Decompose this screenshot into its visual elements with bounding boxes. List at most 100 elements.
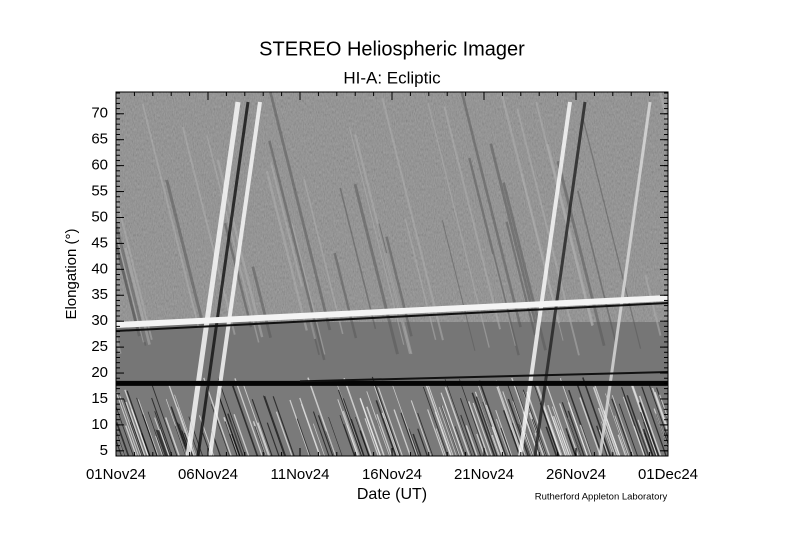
faint-streak (385, 236, 413, 337)
streak (559, 403, 579, 456)
planet-track (299, 371, 668, 383)
streak (254, 425, 266, 456)
faint-streak (291, 223, 326, 355)
streak (676, 435, 683, 456)
streak (263, 395, 287, 456)
streak (465, 425, 478, 456)
faint-streak (468, 157, 520, 356)
streak (375, 400, 397, 456)
y-tick-label: 70 (91, 105, 108, 122)
streak (257, 422, 271, 456)
faint-streak (491, 254, 516, 346)
streak (232, 385, 259, 456)
faint-streak (489, 143, 537, 323)
streak (266, 422, 280, 456)
streak (614, 415, 630, 456)
streak (644, 432, 654, 456)
streak (672, 392, 694, 456)
faint-streak (644, 275, 662, 336)
y-tick-label: 65 (91, 131, 108, 148)
streak (119, 395, 142, 456)
streak (495, 380, 523, 456)
credit: Rutherford Appleton Laboratory (535, 492, 668, 503)
streak (400, 412, 417, 456)
streak (545, 426, 558, 456)
streak (651, 387, 668, 435)
streak (366, 406, 385, 456)
streak (701, 407, 718, 456)
streak (630, 382, 659, 456)
streak (412, 433, 422, 456)
faint-streak (737, 271, 760, 361)
streak (165, 398, 187, 456)
streak (444, 387, 471, 456)
faint-streak (443, 106, 501, 330)
streak (275, 411, 293, 456)
faint-streak (404, 219, 437, 340)
streak (441, 405, 461, 456)
streak (231, 433, 241, 456)
streak (691, 434, 699, 456)
streak (435, 428, 447, 456)
faint-streak (141, 103, 200, 329)
streak (289, 399, 311, 456)
streak (154, 411, 171, 456)
streak (496, 419, 510, 456)
streak (496, 386, 522, 456)
streak (535, 382, 563, 456)
streak (658, 394, 668, 421)
faint-streak (381, 97, 444, 341)
streak (131, 409, 149, 456)
streak (491, 426, 504, 456)
streak (692, 433, 700, 456)
jmap-image (116, 92, 785, 456)
streak (471, 392, 496, 456)
streak (618, 403, 638, 456)
faint-streak (516, 108, 580, 356)
y-tick-label: 30 (91, 312, 108, 329)
streak (142, 414, 158, 456)
y-tick-label: 55 (91, 183, 108, 200)
streak (438, 407, 457, 456)
streak (125, 425, 137, 456)
streak (621, 387, 647, 456)
streak (611, 398, 633, 456)
streak (565, 428, 577, 456)
streak (138, 399, 159, 456)
streak (243, 384, 269, 456)
y-tick-label: 60 (91, 157, 108, 174)
streak (691, 432, 700, 456)
streak (639, 402, 660, 456)
streak (666, 383, 668, 390)
streak (174, 425, 187, 456)
streak (342, 398, 364, 456)
faint-streak (303, 178, 344, 335)
faint-streak (693, 119, 753, 357)
streak (654, 391, 668, 432)
streak (626, 395, 650, 456)
streak (640, 411, 657, 456)
faint-streak (500, 92, 561, 324)
streak (695, 419, 708, 456)
streak (714, 423, 726, 456)
y-axis-label: Elongation (°) (63, 228, 80, 319)
streak (459, 398, 482, 456)
faint-streak (181, 126, 236, 335)
cme-track (185, 101, 241, 456)
cme-track (533, 101, 587, 456)
streak (682, 403, 701, 456)
streak (217, 378, 246, 456)
streak (155, 435, 163, 456)
streak (491, 434, 501, 456)
streak (393, 409, 412, 456)
streak (676, 435, 683, 456)
faint-streak (333, 252, 358, 339)
streak (495, 409, 513, 456)
streak (373, 385, 400, 456)
streak (381, 412, 398, 456)
faint-streak (775, 150, 785, 351)
faint-streak (385, 252, 413, 355)
streak (116, 389, 140, 456)
streak (478, 380, 507, 456)
streak (251, 399, 273, 456)
